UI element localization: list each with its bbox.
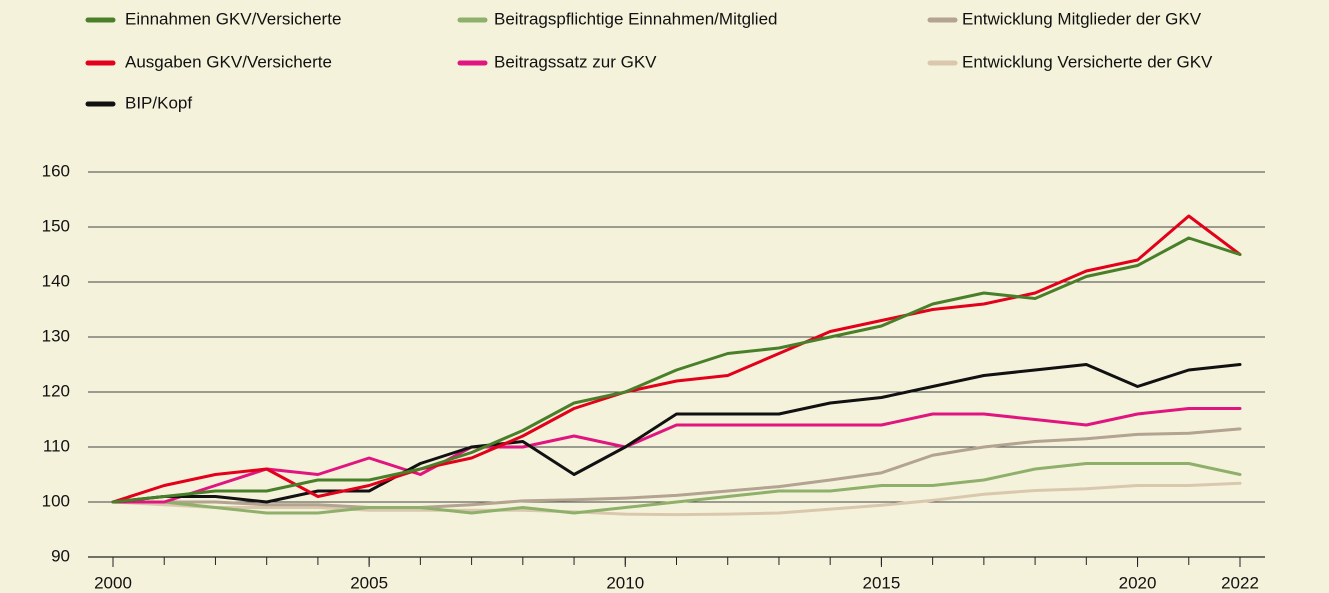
y-tick-label: 110 <box>43 436 70 455</box>
x-tick-label: 2010 <box>606 573 644 592</box>
y-tick-label: 130 <box>42 326 70 345</box>
legend-label: BIP/Kopf <box>125 93 192 112</box>
line-series <box>111 407 1242 504</box>
line-series <box>111 481 1242 517</box>
line-series <box>111 462 1242 515</box>
y-tick-label: 90 <box>51 546 70 565</box>
y-tick-label: 150 <box>42 216 70 235</box>
legend-label: Entwicklung Mitglieder der GKV <box>962 9 1202 28</box>
x-tick-label: 2020 <box>1119 573 1157 592</box>
legend-label: Beitragspflichtige Einnahmen/Mitglied <box>494 9 778 28</box>
y-tick-label: 140 <box>42 271 70 290</box>
line-series <box>111 236 1242 504</box>
line-series <box>111 363 1242 504</box>
x-tick-label: 2000 <box>94 573 132 592</box>
y-tick-label: 100 <box>42 491 70 510</box>
legend-label: Ausgaben GKV/Versicherte <box>125 52 332 71</box>
line-series <box>111 214 1242 504</box>
x-tick-label: 2015 <box>862 573 900 592</box>
x-tick-label: 2005 <box>350 573 388 592</box>
x-tick-label: 2022 <box>1221 573 1259 592</box>
y-tick-label: 160 <box>42 161 70 180</box>
legend-label: Einnahmen GKV/Versicherte <box>125 9 341 28</box>
y-tick-label: 120 <box>42 381 70 400</box>
legend-label: Beitragssatz zur GKV <box>494 52 657 71</box>
line-series <box>111 427 1242 509</box>
legend-label: Entwicklung Versicherte der GKV <box>962 52 1213 71</box>
